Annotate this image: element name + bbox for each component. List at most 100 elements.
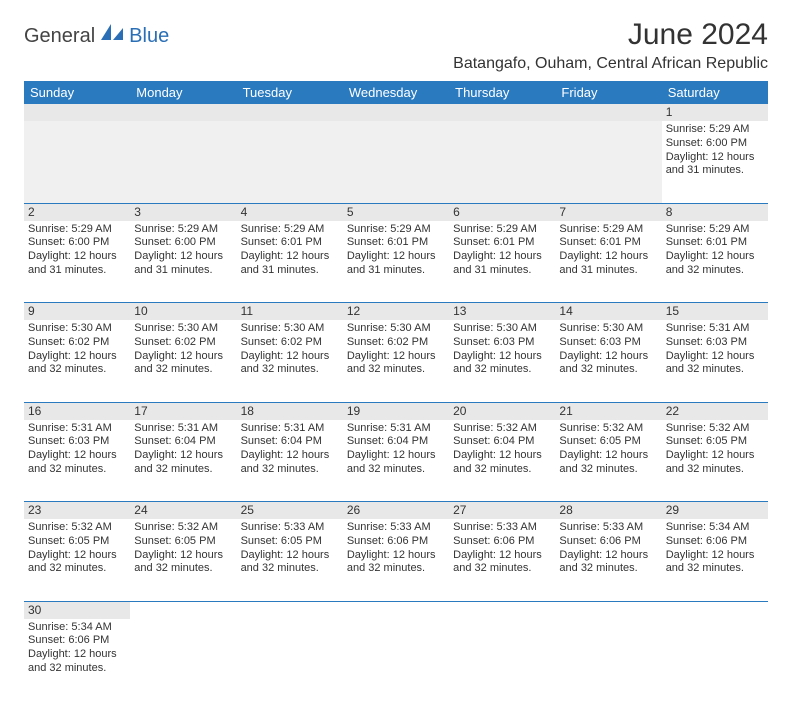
- sunset-line: Sunset: 6:02 PM: [28, 336, 126, 350]
- weekday-header: Monday: [130, 81, 236, 104]
- sunset-line: Sunset: 6:06 PM: [666, 535, 764, 549]
- daylight-line: Daylight: 12 hours and 31 minutes.: [666, 151, 764, 179]
- day-info-cell: Sunrise: 5:30 AMSunset: 6:02 PMDaylight:…: [130, 320, 236, 402]
- day-number-cell: 26: [343, 502, 449, 520]
- day-number-cell: 7: [555, 203, 661, 221]
- week-row: Sunrise: 5:34 AMSunset: 6:06 PMDaylight:…: [24, 619, 768, 701]
- day-number-cell: [130, 601, 236, 619]
- day-info-cell: Sunrise: 5:31 AMSunset: 6:04 PMDaylight:…: [343, 420, 449, 502]
- sunrise-line: Sunrise: 5:29 AM: [241, 223, 339, 237]
- day-number-cell: 14: [555, 303, 661, 321]
- sunset-line: Sunset: 6:06 PM: [453, 535, 551, 549]
- daylight-line: Daylight: 12 hours and 32 minutes.: [559, 549, 657, 577]
- sunset-line: Sunset: 6:01 PM: [453, 236, 551, 250]
- sunrise-line: Sunrise: 5:34 AM: [28, 621, 126, 635]
- sunset-line: Sunset: 6:02 PM: [134, 336, 232, 350]
- header: General Blue June 2024 Batangafo, Ouham,…: [24, 18, 768, 73]
- day-info-cell: [662, 619, 768, 701]
- day-info-cell: Sunrise: 5:29 AMSunset: 6:01 PMDaylight:…: [449, 221, 555, 303]
- day-info-cell: [24, 121, 130, 203]
- daylight-line: Daylight: 12 hours and 32 minutes.: [28, 549, 126, 577]
- sunrise-line: Sunrise: 5:30 AM: [241, 322, 339, 336]
- daylight-line: Daylight: 12 hours and 32 minutes.: [134, 350, 232, 378]
- daylight-line: Daylight: 12 hours and 31 minutes.: [453, 250, 551, 278]
- weekday-header: Tuesday: [237, 81, 343, 104]
- day-info-cell: Sunrise: 5:34 AMSunset: 6:06 PMDaylight:…: [24, 619, 130, 701]
- sunrise-line: Sunrise: 5:31 AM: [134, 422, 232, 436]
- daylight-line: Daylight: 12 hours and 32 minutes.: [347, 350, 445, 378]
- sunset-line: Sunset: 6:06 PM: [28, 634, 126, 648]
- day-number-cell: 29: [662, 502, 768, 520]
- day-info: Sunrise: 5:29 AMSunset: 6:00 PMDaylight:…: [28, 223, 126, 278]
- day-number-row: 23242526272829: [24, 502, 768, 520]
- day-info-cell: Sunrise: 5:30 AMSunset: 6:02 PMDaylight:…: [24, 320, 130, 402]
- sunset-line: Sunset: 6:04 PM: [347, 435, 445, 449]
- day-info: Sunrise: 5:30 AMSunset: 6:02 PMDaylight:…: [134, 322, 232, 377]
- week-row: Sunrise: 5:29 AMSunset: 6:00 PMDaylight:…: [24, 221, 768, 303]
- day-info-cell: Sunrise: 5:33 AMSunset: 6:06 PMDaylight:…: [449, 519, 555, 601]
- day-info-cell: Sunrise: 5:29 AMSunset: 6:01 PMDaylight:…: [343, 221, 449, 303]
- logo-text-general: General: [24, 25, 95, 48]
- day-info-cell: Sunrise: 5:32 AMSunset: 6:05 PMDaylight:…: [130, 519, 236, 601]
- daylight-line: Daylight: 12 hours and 32 minutes.: [453, 549, 551, 577]
- logo: General Blue: [24, 24, 169, 49]
- daylight-line: Daylight: 12 hours and 32 minutes.: [134, 449, 232, 477]
- weekday-header-row: Sunday Monday Tuesday Wednesday Thursday…: [24, 81, 768, 104]
- daylight-line: Daylight: 12 hours and 31 minutes.: [28, 250, 126, 278]
- daylight-line: Daylight: 12 hours and 32 minutes.: [241, 449, 339, 477]
- daylight-line: Daylight: 12 hours and 32 minutes.: [28, 449, 126, 477]
- day-info: Sunrise: 5:29 AMSunset: 6:00 PMDaylight:…: [666, 123, 764, 178]
- sunset-line: Sunset: 6:01 PM: [666, 236, 764, 250]
- weekday-header: Sunday: [24, 81, 130, 104]
- day-info-cell: [237, 121, 343, 203]
- day-number-cell: 25: [237, 502, 343, 520]
- day-number-cell: [555, 601, 661, 619]
- daylight-line: Daylight: 12 hours and 32 minutes.: [347, 549, 445, 577]
- day-number-cell: 20: [449, 402, 555, 420]
- day-info: Sunrise: 5:30 AMSunset: 6:03 PMDaylight:…: [453, 322, 551, 377]
- day-number-cell: [130, 104, 236, 121]
- day-number-cell: 12: [343, 303, 449, 321]
- daylight-line: Daylight: 12 hours and 31 minutes.: [241, 250, 339, 278]
- day-number-cell: [237, 601, 343, 619]
- day-number-row: 2345678: [24, 203, 768, 221]
- day-number-cell: [555, 104, 661, 121]
- sunrise-line: Sunrise: 5:29 AM: [347, 223, 445, 237]
- sunset-line: Sunset: 6:04 PM: [241, 435, 339, 449]
- sunrise-line: Sunrise: 5:30 AM: [453, 322, 551, 336]
- day-info-cell: [343, 121, 449, 203]
- day-number-cell: 17: [130, 402, 236, 420]
- sunset-line: Sunset: 6:06 PM: [347, 535, 445, 549]
- day-info-cell: Sunrise: 5:32 AMSunset: 6:05 PMDaylight:…: [662, 420, 768, 502]
- day-info: Sunrise: 5:32 AMSunset: 6:05 PMDaylight:…: [134, 521, 232, 576]
- day-number-cell: 4: [237, 203, 343, 221]
- sunrise-line: Sunrise: 5:32 AM: [666, 422, 764, 436]
- sunrise-line: Sunrise: 5:30 AM: [559, 322, 657, 336]
- day-info-cell: Sunrise: 5:30 AMSunset: 6:03 PMDaylight:…: [449, 320, 555, 402]
- sunset-line: Sunset: 6:03 PM: [28, 435, 126, 449]
- day-info-cell: Sunrise: 5:31 AMSunset: 6:04 PMDaylight:…: [130, 420, 236, 502]
- day-info: Sunrise: 5:31 AMSunset: 6:04 PMDaylight:…: [347, 422, 445, 477]
- sunrise-line: Sunrise: 5:31 AM: [28, 422, 126, 436]
- day-number-cell: [449, 601, 555, 619]
- day-number-cell: 1: [662, 104, 768, 121]
- sunset-line: Sunset: 6:04 PM: [134, 435, 232, 449]
- week-row: Sunrise: 5:30 AMSunset: 6:02 PMDaylight:…: [24, 320, 768, 402]
- sunrise-line: Sunrise: 5:29 AM: [666, 123, 764, 137]
- day-info-cell: [449, 121, 555, 203]
- sunrise-line: Sunrise: 5:33 AM: [241, 521, 339, 535]
- weekday-header: Wednesday: [343, 81, 449, 104]
- sunset-line: Sunset: 6:05 PM: [666, 435, 764, 449]
- sunrise-line: Sunrise: 5:31 AM: [347, 422, 445, 436]
- day-info: Sunrise: 5:29 AMSunset: 6:01 PMDaylight:…: [347, 223, 445, 278]
- sunset-line: Sunset: 6:04 PM: [453, 435, 551, 449]
- day-number-cell: 6: [449, 203, 555, 221]
- month-title: June 2024: [453, 18, 768, 51]
- daylight-line: Daylight: 12 hours and 31 minutes.: [559, 250, 657, 278]
- day-info-cell: Sunrise: 5:30 AMSunset: 6:03 PMDaylight:…: [555, 320, 661, 402]
- day-info-cell: Sunrise: 5:29 AMSunset: 6:01 PMDaylight:…: [662, 221, 768, 303]
- sunrise-line: Sunrise: 5:29 AM: [453, 223, 551, 237]
- day-info: Sunrise: 5:29 AMSunset: 6:01 PMDaylight:…: [453, 223, 551, 278]
- day-number-cell: 9: [24, 303, 130, 321]
- day-number-cell: 13: [449, 303, 555, 321]
